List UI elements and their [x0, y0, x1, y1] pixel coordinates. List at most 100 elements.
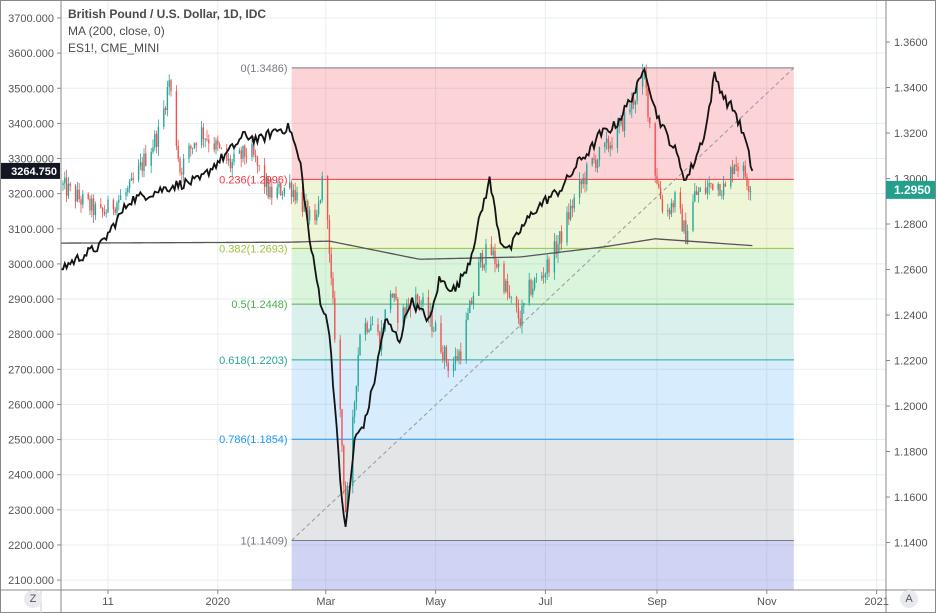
candle-body: [447, 362, 449, 372]
candle-body: [346, 486, 349, 512]
candle-body: [402, 307, 404, 323]
candle-body: [496, 263, 498, 268]
candle-body: [92, 198, 95, 216]
candle-body: [296, 192, 298, 201]
candle-body: [317, 202, 320, 215]
legend-compare-symbol[interactable]: ES1!, CME_MINI: [68, 41, 160, 55]
candle-body: [132, 178, 134, 180]
candle-body: [87, 193, 89, 199]
candle-body: [242, 145, 244, 159]
candle-body: [699, 187, 701, 192]
left-axis-label: 2800.000: [8, 329, 54, 341]
candle-body: [622, 118, 624, 131]
candle-body: [193, 143, 196, 148]
candle-body: [276, 187, 278, 198]
candle-body: [658, 183, 660, 188]
candle-body: [206, 138, 208, 140]
candle-body: [654, 123, 656, 176]
candle-body: [166, 86, 169, 111]
candle-body: [307, 201, 309, 221]
candle-body: [202, 127, 205, 140]
auto-scale-button[interactable]: A: [900, 590, 918, 608]
candle-body: [470, 300, 473, 305]
fib-band-0.618: [291, 359, 794, 440]
candle-body: [355, 385, 358, 403]
candle-body: [605, 138, 608, 143]
left-axis-label: 3300.000: [8, 154, 54, 166]
candle-body: [686, 230, 689, 244]
es1-compare-line: [61, 67, 754, 527]
candle-body: [379, 331, 381, 350]
time-axis-label: Mar: [316, 596, 335, 608]
candle-body: [177, 145, 179, 159]
candle-body: [227, 158, 230, 161]
candle-body: [364, 323, 367, 335]
candle-body: [722, 183, 725, 196]
candle-body: [530, 279, 532, 295]
candle-body: [422, 297, 424, 304]
left-axis-label: 2200.000: [8, 540, 54, 552]
candle-body: [200, 127, 203, 146]
left-axis-label: 3500.000: [8, 83, 54, 95]
fib-label-0.618: 0.618(1.2203): [219, 355, 288, 367]
candle-body: [130, 178, 133, 181]
candle-body: [217, 140, 219, 145]
candle-body: [280, 183, 282, 196]
candle-body: [735, 164, 737, 167]
candle-body: [456, 355, 458, 361]
candle-body: [623, 112, 626, 131]
candle-body: [343, 445, 345, 486]
candle-body: [80, 199, 82, 205]
candle-body: [143, 153, 145, 171]
candle-body: [218, 144, 221, 148]
zoom-button[interactable]: Z: [24, 590, 42, 608]
candle-body: [694, 191, 696, 202]
candle-body: [89, 198, 91, 211]
candle-body: [377, 324, 379, 332]
candle-body: [586, 164, 588, 185]
candle-body: [632, 97, 635, 105]
candle-body: [321, 176, 323, 200]
candle-body: [326, 176, 329, 221]
candle-body: [328, 220, 331, 254]
candle-body: [434, 323, 437, 331]
candle-body: [485, 244, 487, 265]
fib-band-0.786: [291, 439, 794, 541]
candle-body: [319, 199, 322, 203]
candle-body: [112, 199, 115, 210]
candle-body: [618, 124, 620, 126]
last-price-label: 1.2950: [894, 183, 931, 197]
candle-body: [283, 187, 286, 194]
candle-body: [580, 180, 583, 185]
candle-body: [141, 162, 143, 171]
candle-body: [62, 183, 64, 186]
candle-body: [233, 153, 235, 162]
candle-body: [532, 288, 534, 295]
legend-ma[interactable]: MA (200, close, 0): [68, 24, 165, 38]
candle-body: [353, 402, 356, 417]
candle-body: [629, 109, 631, 113]
candle-body: [406, 303, 408, 315]
candle-body: [445, 346, 448, 363]
candle-body: [668, 209, 671, 215]
candle-body: [226, 148, 228, 161]
candle-body: [523, 303, 525, 306]
candle-body: [535, 278, 538, 280]
candle-body: [546, 259, 548, 274]
candle-body: [164, 108, 167, 111]
candle-body: [566, 212, 568, 243]
candle-body: [490, 244, 493, 255]
candle-body: [641, 71, 644, 87]
candle-body: [395, 293, 397, 300]
candle-body: [407, 303, 410, 305]
candle-body: [305, 201, 307, 203]
candle-body: [181, 172, 183, 175]
candle-body: [591, 158, 593, 165]
candle-body: [128, 180, 131, 189]
candle-body: [127, 188, 129, 193]
candle-body: [467, 313, 469, 320]
candle-body: [368, 330, 370, 332]
left-axis-label: 2900.000: [8, 294, 54, 306]
candle-body: [366, 323, 368, 332]
